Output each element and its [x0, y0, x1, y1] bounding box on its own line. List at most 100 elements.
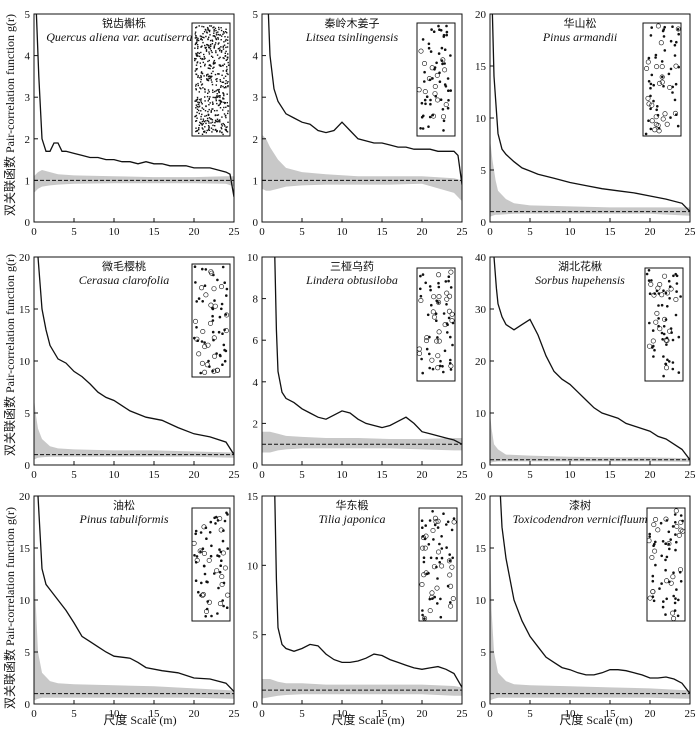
- y-tick-label: 4: [25, 51, 31, 63]
- plot-area: [34, 257, 234, 460]
- envelope-band: [490, 138, 690, 217]
- x-tick-label: 5: [299, 226, 305, 238]
- y-tick-label: 10: [19, 356, 31, 368]
- envelope-band: [262, 134, 462, 202]
- x-tick-label: 25: [685, 226, 697, 238]
- g-r-line: [491, 14, 690, 213]
- y-tick-label: 0: [481, 699, 487, 711]
- x-tick-label: 15: [149, 226, 161, 238]
- y-tick-label: 15: [475, 61, 487, 73]
- species-name-latin: Pinus armandii: [542, 30, 617, 44]
- figure-y-label-middle: 双关联函数 Pair-correlation function g(r): [2, 254, 17, 456]
- x-tick-label: 20: [189, 469, 201, 481]
- x-tick-label: 10: [565, 708, 577, 720]
- y-tick-label: 5: [253, 630, 259, 642]
- distribution-map: [191, 507, 231, 622]
- x-tick-label: 5: [527, 469, 533, 481]
- distribution-map: [418, 507, 458, 622]
- y-tick-label: 0: [253, 699, 259, 711]
- x-tick-label: 20: [189, 226, 201, 238]
- species-name-latin: Litsea tsinlingensis: [305, 30, 399, 44]
- species-name-chinese: 锐齿槲栎: [102, 16, 146, 30]
- x-tick-label: 0: [259, 226, 265, 238]
- x-tick-label: 25: [457, 708, 469, 720]
- y-tick-label: 1: [253, 175, 259, 187]
- plot-area: [34, 14, 234, 198]
- distribution-map: [191, 263, 231, 378]
- figure-x-label-right: 尺度 Scale (m): [559, 712, 632, 727]
- x-tick-label: 15: [377, 469, 389, 481]
- x-tick-label: 0: [487, 708, 493, 720]
- distribution-map: [416, 22, 456, 137]
- species-name-latin: Tilia japonica: [318, 512, 385, 526]
- x-tick-label: 20: [417, 226, 429, 238]
- species-name-latin: Cerasua clarofolia: [79, 273, 170, 287]
- y-tick-label: 20: [475, 491, 487, 503]
- species-name-chinese: 湖北花楸: [558, 259, 602, 273]
- y-tick-label: 3: [25, 92, 31, 104]
- y-tick-label: 2: [253, 418, 259, 430]
- distribution-map: [191, 22, 231, 137]
- x-tick-label: 20: [189, 708, 201, 720]
- figure-x-label-left: 尺度 Scale (m): [103, 712, 176, 727]
- axes-frame: [261, 13, 463, 223]
- y-tick-label: 6: [253, 335, 259, 347]
- x-tick-label: 10: [109, 226, 121, 238]
- axes-frame: [261, 495, 463, 705]
- x-tick-label: 20: [645, 708, 657, 720]
- y-tick-label: 5: [25, 9, 31, 21]
- species-name-latin: Pinus tabuliformis: [78, 512, 168, 526]
- y-tick-label: 10: [475, 408, 487, 420]
- figure-y-label-top: 双关联函数 Pair-correlation function g(r): [2, 14, 17, 216]
- plot-area: [262, 257, 462, 453]
- plot-area: [34, 496, 234, 701]
- x-tick-label: 0: [259, 708, 265, 720]
- x-tick-label: 5: [527, 708, 533, 720]
- plot-area: [490, 14, 690, 217]
- x-tick-label: 25: [457, 226, 469, 238]
- species-name-chinese: 三桠乌药: [330, 259, 374, 273]
- x-tick-label: 10: [565, 469, 577, 481]
- x-tick-label: 5: [71, 469, 77, 481]
- y-tick-label: 15: [19, 304, 31, 316]
- x-tick-label: 25: [685, 708, 697, 720]
- y-tick-label: 4: [253, 51, 259, 63]
- y-tick-label: 10: [247, 252, 259, 264]
- x-tick-label: 10: [109, 708, 121, 720]
- g-r-line: [35, 14, 234, 198]
- g-r-line: [267, 14, 462, 185]
- figure-y-label-bottom: 双关联函数 Pair-correlation function g(r): [2, 507, 17, 709]
- plot-area: [262, 496, 462, 699]
- x-tick-label: 15: [605, 708, 617, 720]
- x-tick-label: 25: [229, 469, 241, 481]
- species-name-chinese: 华东椴: [336, 498, 369, 512]
- distribution-map: [416, 267, 456, 382]
- x-tick-label: 0: [31, 708, 37, 720]
- x-tick-label: 0: [31, 226, 37, 238]
- x-tick-label: 0: [259, 469, 265, 481]
- g-r-line: [37, 496, 234, 692]
- x-tick-label: 15: [605, 469, 617, 481]
- x-tick-label: 25: [229, 708, 241, 720]
- species-name-chinese: 漆树: [569, 498, 591, 512]
- x-tick-label: 10: [109, 469, 121, 481]
- y-tick-label: 0: [481, 460, 487, 472]
- y-tick-label: 0: [253, 217, 259, 229]
- species-name-latin: Sorbus hupehensis: [535, 273, 625, 287]
- y-tick-label: 0: [253, 460, 259, 472]
- y-tick-label: 5: [253, 9, 259, 21]
- x-tick-label: 10: [337, 226, 349, 238]
- envelope-band: [490, 413, 690, 464]
- species-name-chinese: 华山松: [564, 16, 597, 30]
- species-name-chinese: 微毛樱桃: [102, 259, 146, 273]
- x-tick-label: 25: [685, 469, 697, 481]
- g-r-line: [274, 496, 462, 688]
- distribution-map: [642, 22, 682, 137]
- x-tick-label: 25: [229, 226, 241, 238]
- g-r-line: [499, 496, 690, 694]
